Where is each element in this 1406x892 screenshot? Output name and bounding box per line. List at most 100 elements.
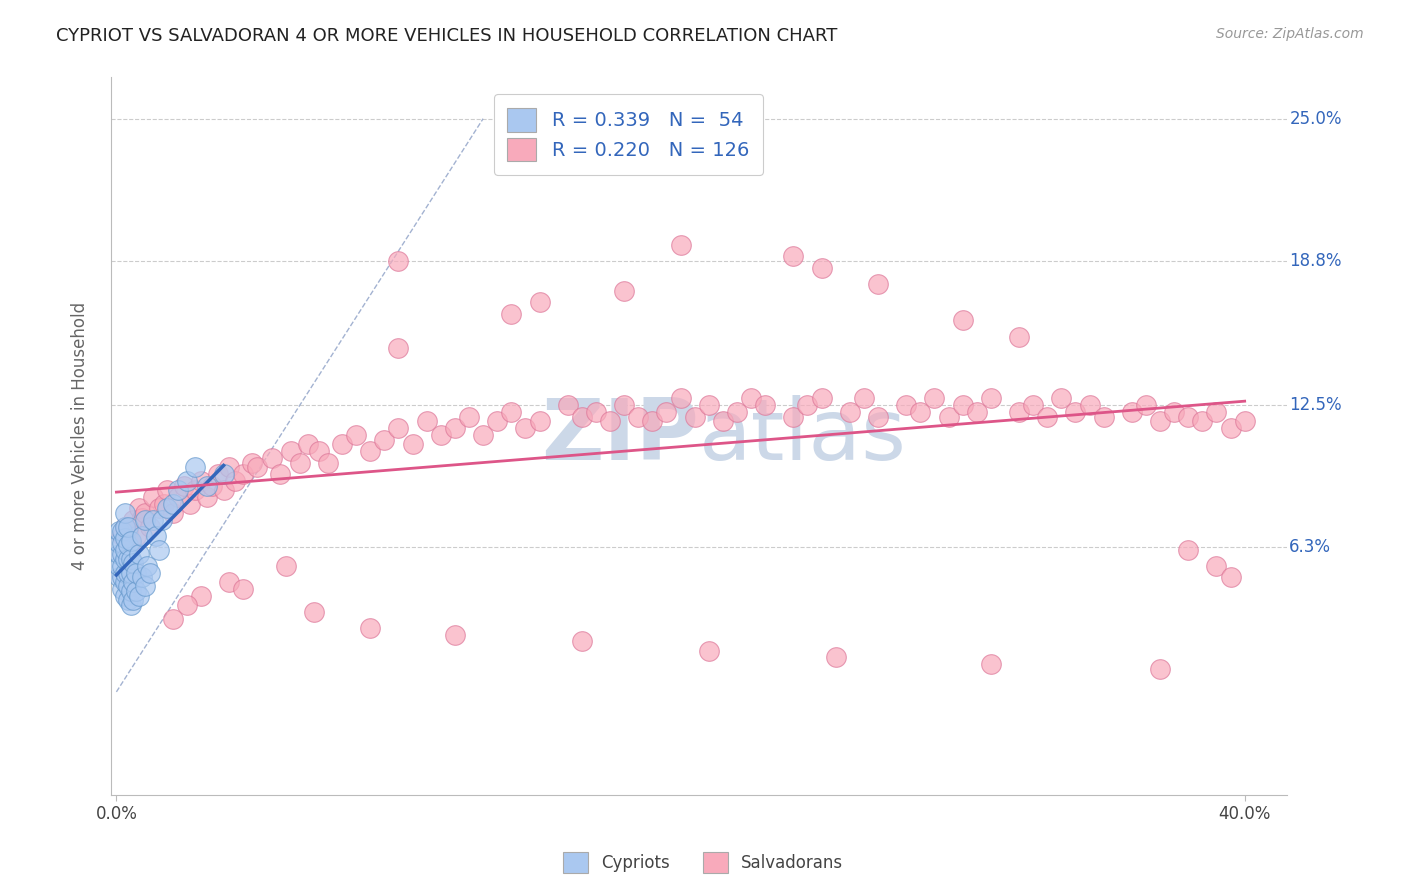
- Point: [782, 409, 804, 424]
- Point: [754, 398, 776, 412]
- Point: [359, 444, 381, 458]
- Point: [952, 313, 974, 327]
- Point: [302, 605, 325, 619]
- Point: [641, 414, 664, 428]
- Point: [387, 341, 409, 355]
- Text: 18.8%: 18.8%: [1289, 252, 1341, 270]
- Point: [655, 405, 678, 419]
- Point: [627, 409, 650, 424]
- Point: [114, 506, 136, 520]
- Point: [176, 474, 198, 488]
- Point: [280, 444, 302, 458]
- Point: [153, 497, 176, 511]
- Point: [134, 579, 156, 593]
- Point: [387, 421, 409, 435]
- Point: [122, 557, 145, 571]
- Point: [269, 467, 291, 481]
- Point: [1036, 409, 1059, 424]
- Point: [924, 392, 946, 406]
- Point: [195, 490, 218, 504]
- Point: [111, 582, 134, 596]
- Point: [599, 414, 621, 428]
- Text: 6.3%: 6.3%: [1289, 539, 1331, 557]
- Point: [344, 428, 367, 442]
- Point: [117, 524, 139, 539]
- Point: [190, 474, 212, 488]
- Point: [162, 506, 184, 520]
- Point: [142, 513, 165, 527]
- Point: [148, 542, 170, 557]
- Point: [810, 260, 832, 275]
- Point: [131, 529, 153, 543]
- Point: [120, 533, 142, 548]
- Point: [297, 437, 319, 451]
- Point: [1008, 405, 1031, 419]
- Point: [515, 421, 537, 435]
- Point: [108, 547, 131, 561]
- Point: [1022, 398, 1045, 412]
- Point: [212, 483, 235, 497]
- Point: [145, 529, 167, 543]
- Point: [167, 483, 190, 497]
- Point: [585, 405, 607, 419]
- Point: [114, 589, 136, 603]
- Point: [176, 598, 198, 612]
- Point: [117, 579, 139, 593]
- Point: [852, 392, 875, 406]
- Point: [114, 542, 136, 557]
- Point: [1149, 414, 1171, 428]
- Point: [150, 513, 173, 527]
- Point: [557, 398, 579, 412]
- Point: [669, 392, 692, 406]
- Point: [232, 582, 254, 596]
- Point: [114, 531, 136, 545]
- Point: [122, 513, 145, 527]
- Point: [866, 409, 889, 424]
- Point: [613, 398, 636, 412]
- Point: [125, 566, 148, 580]
- Legend: Cypriots, Salvadorans: Cypriots, Salvadorans: [555, 846, 851, 880]
- Point: [111, 536, 134, 550]
- Point: [120, 598, 142, 612]
- Point: [114, 520, 136, 534]
- Point: [938, 409, 960, 424]
- Point: [330, 437, 353, 451]
- Text: ZIP: ZIP: [541, 395, 699, 478]
- Point: [108, 570, 131, 584]
- Point: [1078, 398, 1101, 412]
- Point: [195, 478, 218, 492]
- Point: [125, 584, 148, 599]
- Point: [122, 593, 145, 607]
- Y-axis label: 4 or more Vehicles in Household: 4 or more Vehicles in Household: [72, 302, 89, 570]
- Point: [1205, 558, 1227, 573]
- Point: [529, 414, 551, 428]
- Point: [1205, 405, 1227, 419]
- Point: [373, 433, 395, 447]
- Point: [838, 405, 860, 419]
- Point: [387, 253, 409, 268]
- Point: [444, 627, 467, 641]
- Point: [810, 392, 832, 406]
- Point: [156, 501, 179, 516]
- Point: [111, 547, 134, 561]
- Point: [824, 650, 846, 665]
- Point: [114, 574, 136, 589]
- Point: [980, 392, 1002, 406]
- Point: [697, 643, 720, 657]
- Point: [415, 414, 437, 428]
- Point: [1177, 409, 1199, 424]
- Point: [472, 428, 495, 442]
- Point: [458, 409, 481, 424]
- Point: [910, 405, 932, 419]
- Point: [117, 593, 139, 607]
- Point: [952, 398, 974, 412]
- Point: [224, 474, 246, 488]
- Point: [162, 497, 184, 511]
- Point: [122, 574, 145, 589]
- Text: Source: ZipAtlas.com: Source: ZipAtlas.com: [1216, 27, 1364, 41]
- Point: [1163, 405, 1185, 419]
- Point: [201, 478, 224, 492]
- Point: [444, 421, 467, 435]
- Point: [240, 456, 263, 470]
- Legend: R = 0.339   N =  54, R = 0.220   N = 126: R = 0.339 N = 54, R = 0.220 N = 126: [494, 95, 763, 175]
